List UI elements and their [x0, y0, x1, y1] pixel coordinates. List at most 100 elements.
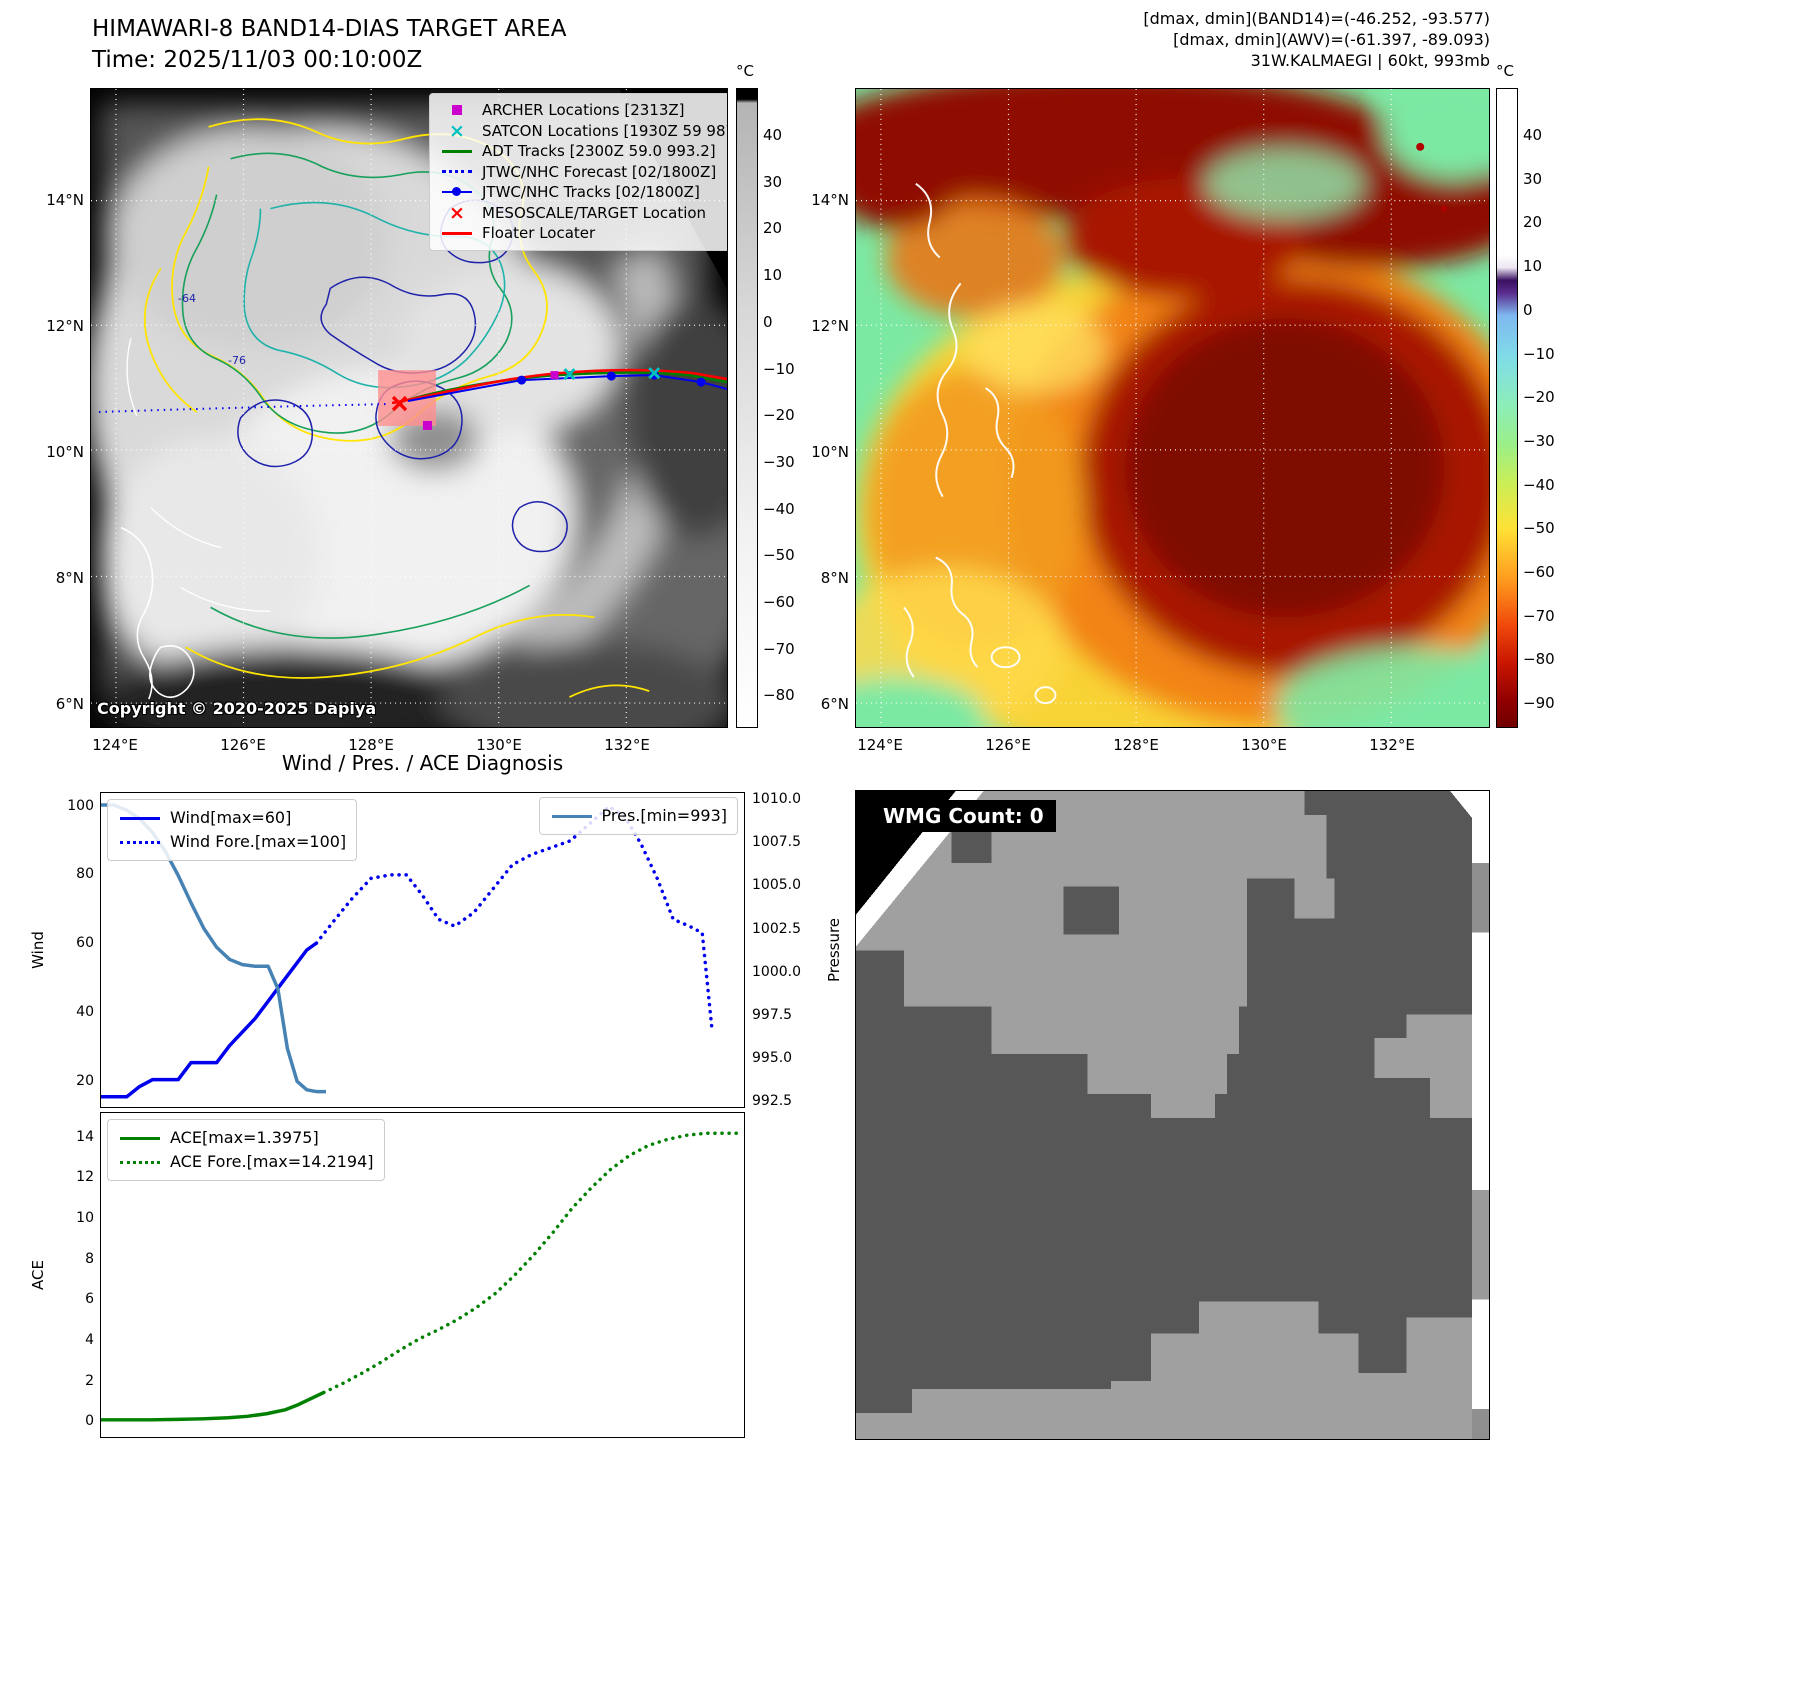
lon-tick-label: 132°E: [604, 736, 650, 754]
colorbar-tick-label: −10: [763, 359, 795, 378]
pressure-tick-label: 992.5: [752, 1093, 793, 1110]
ir-cloud-field: [856, 89, 1489, 727]
left-colorbar-ticks: 40 30 20 10 0 −10 −20 −30 −40 −50 −60 −70 −80: [763, 88, 805, 728]
colorbar-tick-label: −20: [1523, 388, 1555, 407]
lon-tick-label: 130°E: [1241, 736, 1287, 754]
legend-label: SATCON Locations [1930Z 59 987]: [482, 121, 728, 140]
wind-pressure-chart: Wind[max=60] Wind Fore.[max=100] Pres.[m…: [100, 792, 745, 1108]
timestamp: Time: 2025/11/03 00:10:00Z: [92, 47, 423, 73]
pressure-tick-label: 1002.5: [752, 920, 801, 937]
left-map-lat-ticks: 14°N 12°N 10°N 8°N 6°N: [38, 88, 84, 728]
awv-map-panel: [855, 88, 1490, 728]
wind-tick-label: 20: [76, 1072, 94, 1089]
ace-chart: ACE[max=1.3975] ACE Fore.[max=14.2194]: [100, 1112, 745, 1438]
colorbar-tick-label: 40: [1523, 126, 1543, 144]
right-map-lon-ticks: 124°E 126°E 128°E 130°E 132°E: [855, 736, 1490, 756]
colorbar-tick-label: −60: [763, 593, 795, 611]
colorbar-tick-label: 0: [763, 312, 773, 331]
target-x-marker-icon: [391, 395, 408, 412]
right-colorbar-ticks: 40 30 20 10 0 −10 −20 −30 −40 −50 −60 −70 −80 −90: [1523, 88, 1565, 728]
ace-legend: ACE[max=1.3975] ACE Fore.[max=14.2194]: [107, 1119, 385, 1181]
lon-tick-label: 126°E: [985, 736, 1031, 754]
light-gray-regions: [856, 791, 1473, 1439]
band14-map-panel: ARCHER Locations [2313Z] SATCON Location…: [90, 88, 728, 728]
ace-axis-label: ACE: [29, 1260, 47, 1290]
copyright-text: Copyright © 2020-2025 Dapiya: [97, 699, 377, 718]
legend-label: Wind[max=60]: [170, 808, 292, 827]
colorbar-tick-label: −50: [1523, 519, 1555, 538]
colorbar-tick-label: −60: [1523, 563, 1555, 581]
header-left: HIMAWARI-8 BAND14-DIAS TARGET AREA Time:…: [92, 14, 566, 76]
archer-square-icon: [440, 103, 474, 117]
left-map-lon-ticks: 124°E 126°E 128°E 130°E 132°E: [90, 736, 728, 756]
legend-item: ACE Fore.[max=14.2194]: [118, 1150, 374, 1174]
series-ace-fore-max-14-2194-: [322, 1131, 740, 1395]
legend-item: ADT Tracks [2300Z 59.0 993.2]: [440, 141, 727, 162]
legend-item: Pres.[min=993]: [550, 804, 727, 828]
ace-line-icon: [118, 1131, 162, 1145]
right-edge-strip: [1472, 791, 1489, 1439]
lat-tick-label: 14°N: [46, 191, 84, 209]
colorbar-tick-label: −20: [763, 406, 795, 425]
ace-tick-label: 12: [76, 1169, 94, 1186]
right-colorbar-unit: °C: [1496, 62, 1514, 80]
legend-label: JTWC/NHC Forecast [02/1800Z]: [482, 162, 717, 181]
wmg-panel: [855, 790, 1490, 1440]
colorbar-tick-label: −80: [1523, 650, 1555, 669]
colorbar-tick-label: 20: [763, 219, 783, 238]
legend-item: JTWC/NHC Tracks [02/1800Z]: [440, 182, 727, 203]
colorbar-tick-label: −70: [1523, 606, 1555, 625]
ace-forecast-dotted-icon: [118, 1155, 162, 1169]
ace-tick-label: 10: [76, 1209, 94, 1226]
header-right: [dmax, dmin](BAND14)=(-46.252, -93.577) …: [997, 8, 1490, 71]
colorbar-tick-label: −70: [763, 639, 795, 658]
colorbar-tick-label: −90: [1523, 694, 1555, 713]
pressure-tick-label: 997.5: [752, 1006, 793, 1023]
forecast-dotted-line-icon: [440, 165, 474, 179]
dmax-band14: [dmax, dmin](BAND14)=(-46.252, -93.577): [1143, 9, 1490, 28]
floater-track: [391, 368, 727, 405]
colorbar-tick-label: 10: [763, 266, 783, 285]
lat-tick-label: 14°N: [811, 191, 849, 209]
temperature-contours: [126, 118, 650, 698]
archer-marker-icon: [422, 420, 432, 430]
lon-tick-label: 128°E: [348, 736, 394, 754]
pressure-axis-label: Pressure: [825, 917, 843, 983]
diagnosis-title: Wind / Pres. / ACE Diagnosis: [281, 751, 564, 775]
colorbar-tick-label: 20: [1523, 213, 1543, 232]
contour-value-label: -64: [178, 292, 196, 305]
band14-colorbar: [736, 88, 758, 728]
legend-label: JTWC/NHC Tracks [02/1800Z]: [482, 183, 700, 201]
wind-tick-label: 100: [67, 797, 94, 814]
awv-satellite-image: [856, 89, 1489, 727]
legend-label: ARCHER Locations [2313Z]: [482, 101, 685, 119]
pressure-line-icon: [550, 809, 594, 823]
colorbar-tick-label: 10: [1523, 257, 1543, 276]
lat-tick-label: 10°N: [811, 443, 849, 461]
legend-item: Wind Fore.[max=100]: [118, 830, 346, 854]
colorbar-tick-label: −30: [763, 452, 795, 471]
lon-tick-label: 128°E: [1113, 736, 1159, 754]
lon-tick-label: 132°E: [1369, 736, 1415, 754]
legend-item: MESOSCALE/TARGET Location: [440, 203, 727, 224]
dark-intrusions: [951, 830, 1120, 935]
series-wind-fore-max-100-: [314, 804, 714, 1031]
lat-tick-label: 10°N: [46, 443, 84, 461]
legend-label: MESOSCALE/TARGET Location: [482, 203, 707, 222]
pressure-tick-label: 1000.0: [752, 963, 801, 980]
lon-tick-label: 126°E: [220, 736, 266, 754]
cold-pixel-dot: [1441, 205, 1448, 212]
legend-label: Wind Fore.[max=100]: [170, 832, 347, 851]
wind-legend: Wind[max=60] Wind Fore.[max=100]: [107, 799, 358, 861]
mesoscale-x-icon: [440, 206, 474, 220]
pressure-legend: Pres.[min=993]: [538, 797, 738, 835]
legend-item: JTWC/NHC Forecast [02/1800Z]: [440, 162, 727, 183]
wind-tick-label: 40: [76, 1003, 94, 1020]
legend-item: SATCON Locations [1930Z 59 987]: [440, 121, 728, 142]
ace-tick-label: 8: [85, 1250, 94, 1267]
legend-item: Wind[max=60]: [118, 806, 346, 830]
legend-label: ADT Tracks [2300Z 59.0 993.2]: [482, 142, 716, 160]
awv-colorbar: [1496, 88, 1518, 728]
legend-label: Floater Locater: [482, 224, 596, 242]
wind-line-icon: [118, 811, 162, 825]
